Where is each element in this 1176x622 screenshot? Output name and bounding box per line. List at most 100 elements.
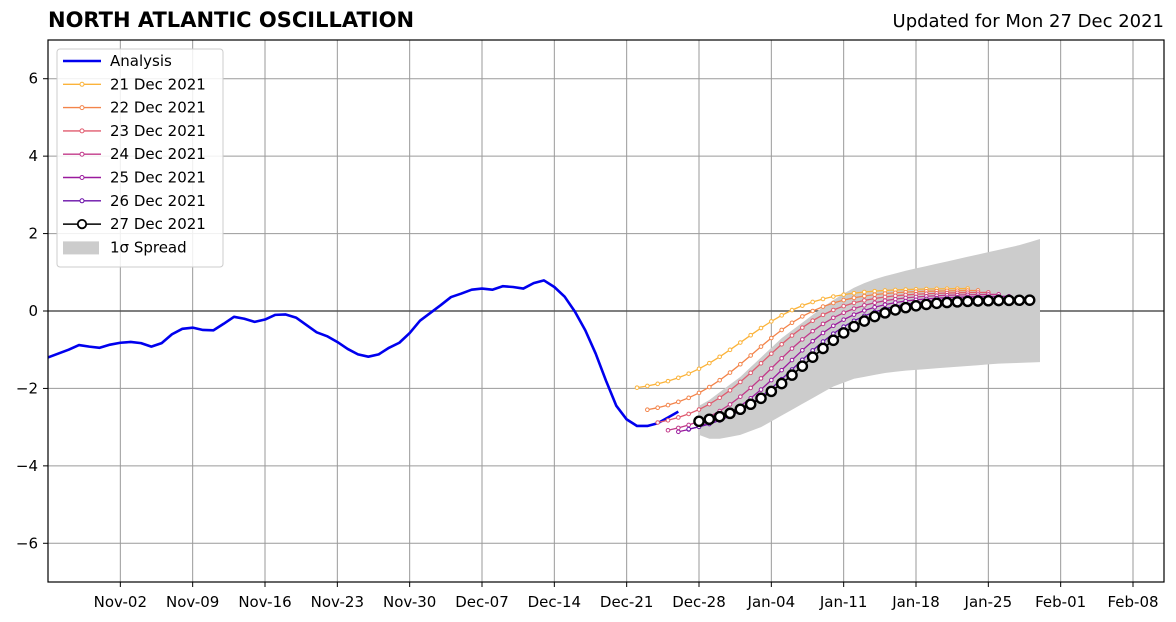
forecast-point (872, 292, 877, 297)
forecast-point (734, 403, 747, 416)
x-tick-label: Dec-07 (455, 593, 509, 611)
legend-entry: 24 Dec 2021 (63, 145, 206, 163)
chart-subtitle: Updated for Mon 27 Dec 2021 (892, 11, 1164, 32)
forecast-point (779, 341, 784, 347)
forecast-point (982, 294, 995, 307)
forecast-point (862, 308, 867, 313)
forecast-point (717, 377, 722, 383)
forecast-point (727, 370, 733, 375)
forecast-point (686, 395, 691, 401)
legend-label: 26 Dec 2021 (110, 192, 206, 210)
forecast-point (851, 290, 857, 296)
forecast-point (882, 294, 888, 300)
forecast-point (841, 297, 846, 303)
forecast-point (858, 315, 871, 327)
forecast-point (717, 395, 722, 401)
forecast-point (820, 312, 826, 318)
forecast-point (707, 360, 712, 366)
x-tick-label: Nov-23 (311, 593, 364, 611)
forecast-series-4 (665, 292, 1001, 433)
forecast-point (707, 384, 712, 390)
x-tick-label: Dec-28 (672, 593, 726, 611)
legend-label: Analysis (110, 52, 172, 70)
x-tick-label: Feb-08 (1107, 593, 1158, 611)
forecast-point (707, 401, 712, 407)
chart-title: NORTH ATLANTIC OSCILLATION (48, 8, 415, 32)
forecast-point (831, 294, 836, 299)
legend-label: 1σ Spread (110, 238, 187, 256)
forecast-point (758, 344, 764, 349)
forecast-point (686, 422, 691, 428)
x-tick-label: Feb-01 (1035, 593, 1086, 611)
forecast-point (696, 407, 702, 412)
forecast-point (862, 289, 867, 295)
legend-label: 27 Dec 2021 (110, 215, 206, 233)
forecast-point (831, 323, 836, 329)
forecast-point (738, 361, 743, 367)
forecast-point (789, 307, 795, 313)
forecast-point (748, 385, 753, 391)
x-tick-label: Jan-18 (891, 593, 940, 611)
forecast-point (941, 296, 953, 309)
legend-entry: 27 Dec 2021 (63, 215, 206, 233)
forecast-point (820, 321, 826, 327)
legend-label: 24 Dec 2021 (110, 145, 206, 163)
forecast-point (837, 327, 850, 339)
x-tick-label: Jan-11 (819, 593, 868, 611)
legend-box (56, 48, 224, 268)
forecast-point (665, 417, 671, 423)
y-tick-label: −2 (16, 379, 38, 397)
legend-marker (79, 175, 85, 180)
forecast-point (779, 356, 784, 361)
legend-swatch (63, 241, 99, 255)
forecast-point (868, 310, 881, 323)
forecast-point (676, 415, 681, 420)
forecast-point (758, 387, 764, 392)
forecast-point (786, 369, 798, 381)
legend-label: 25 Dec 2021 (110, 169, 206, 187)
legend-marker (76, 219, 88, 230)
forecast-point (796, 360, 809, 372)
forecast-point (889, 304, 902, 316)
x-tick-label: Nov-16 (238, 593, 291, 611)
forecast-point (841, 317, 846, 322)
forecast-point (789, 357, 795, 363)
forecast-point (899, 301, 912, 314)
forecast-point (882, 298, 888, 303)
legend-label: 23 Dec 2021 (110, 122, 206, 140)
x-tick-label: Nov-30 (383, 593, 436, 611)
forecast-point (920, 298, 933, 311)
forecast-point (769, 335, 774, 341)
forecast-point (862, 298, 867, 303)
legend-entry: Analysis (63, 52, 172, 70)
forecast-point (765, 385, 778, 398)
x-tick-label: Jan-04 (747, 593, 796, 611)
forecast-point (1003, 294, 1015, 307)
forecast-point (676, 375, 681, 381)
y-tick-label: 0 (28, 302, 38, 320)
forecast-point (910, 300, 922, 312)
y-tick-label: 6 (28, 70, 38, 88)
forecast-point (676, 425, 681, 431)
forecast-point (724, 407, 736, 420)
legend-entry: 26 Dec 2021 (63, 192, 206, 210)
forecast-point (879, 307, 891, 319)
legend-label: 22 Dec 2021 (110, 99, 206, 117)
forecast-point (810, 308, 815, 314)
y-tick-label: −4 (16, 457, 38, 475)
forecast-point (634, 385, 640, 390)
forecast-point (800, 314, 805, 319)
legend-label: 21 Dec 2021 (110, 75, 206, 93)
y-tick-label: 4 (28, 147, 38, 165)
x-tick-label: Dec-21 (600, 593, 654, 611)
forecast-point (817, 342, 829, 355)
forecast-point (951, 296, 964, 308)
series (47, 279, 1036, 435)
forecast-point (841, 310, 846, 316)
legend: Analysis 21 Dec 2021 22 Dec 2021 23 Dec 202… (56, 48, 224, 268)
forecast-point (961, 295, 974, 308)
forecast-point (831, 315, 836, 321)
forecast-point (769, 377, 774, 383)
forecast-point (820, 330, 826, 336)
legend-marker (79, 105, 85, 111)
